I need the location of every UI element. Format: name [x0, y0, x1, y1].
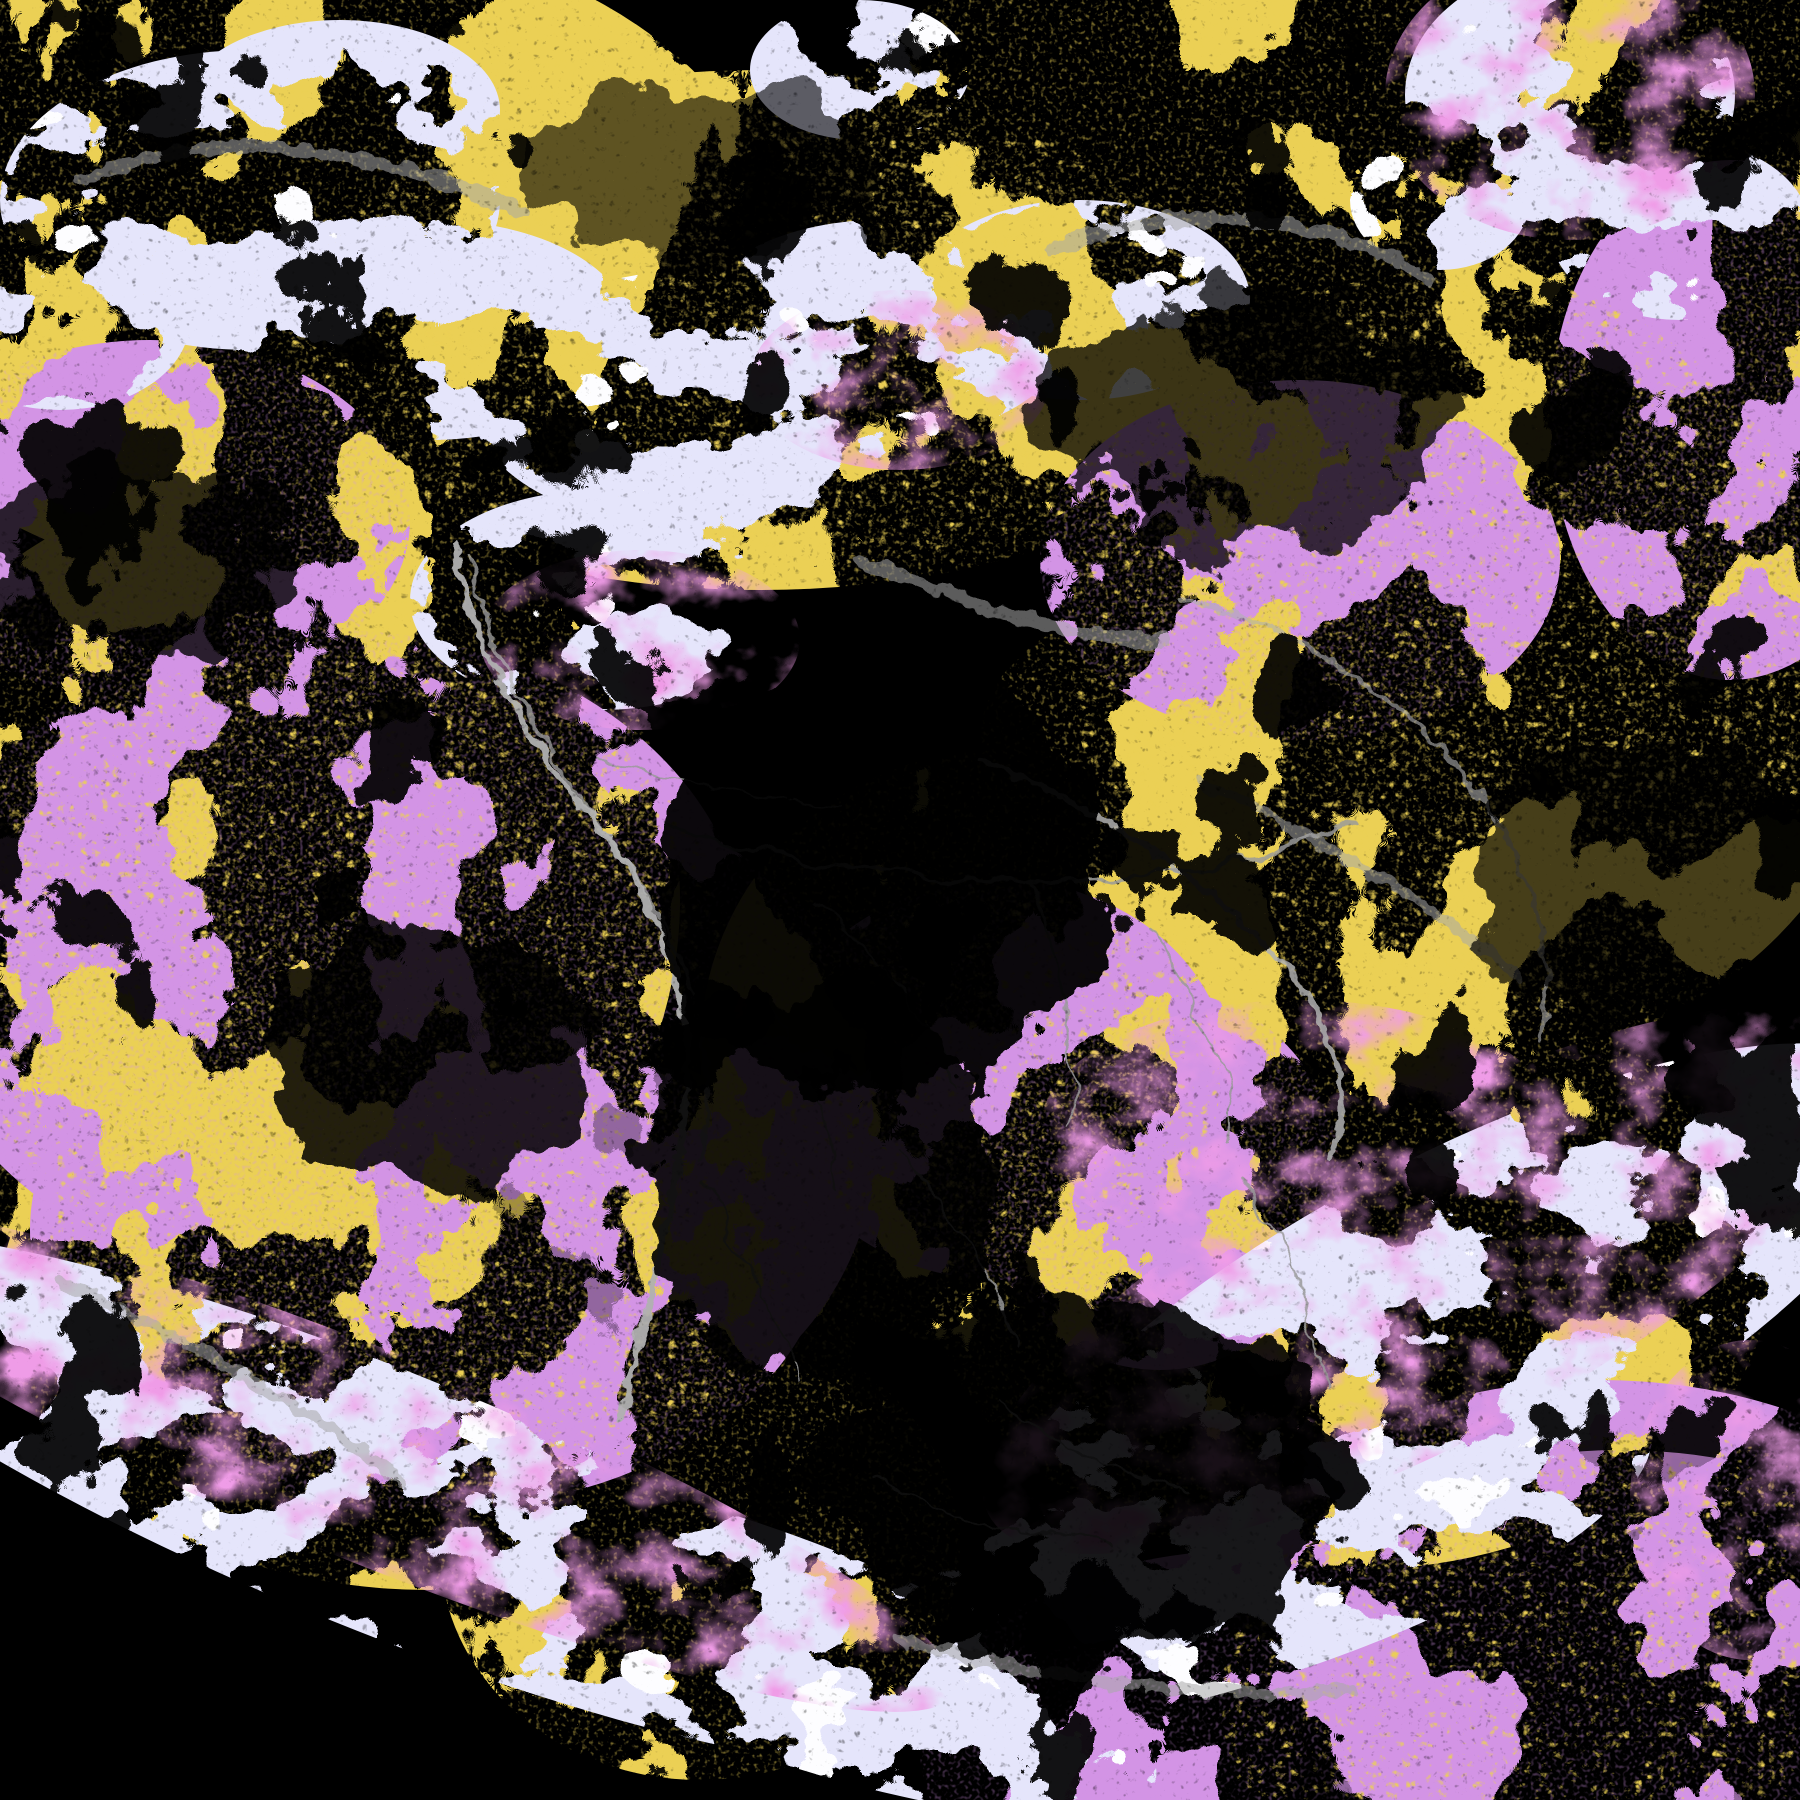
satellite-image-canvas: Posterized false-color satellite composi…: [0, 0, 1800, 1800]
posterize-dither-speckle-layer: [0, 0, 1800, 1800]
